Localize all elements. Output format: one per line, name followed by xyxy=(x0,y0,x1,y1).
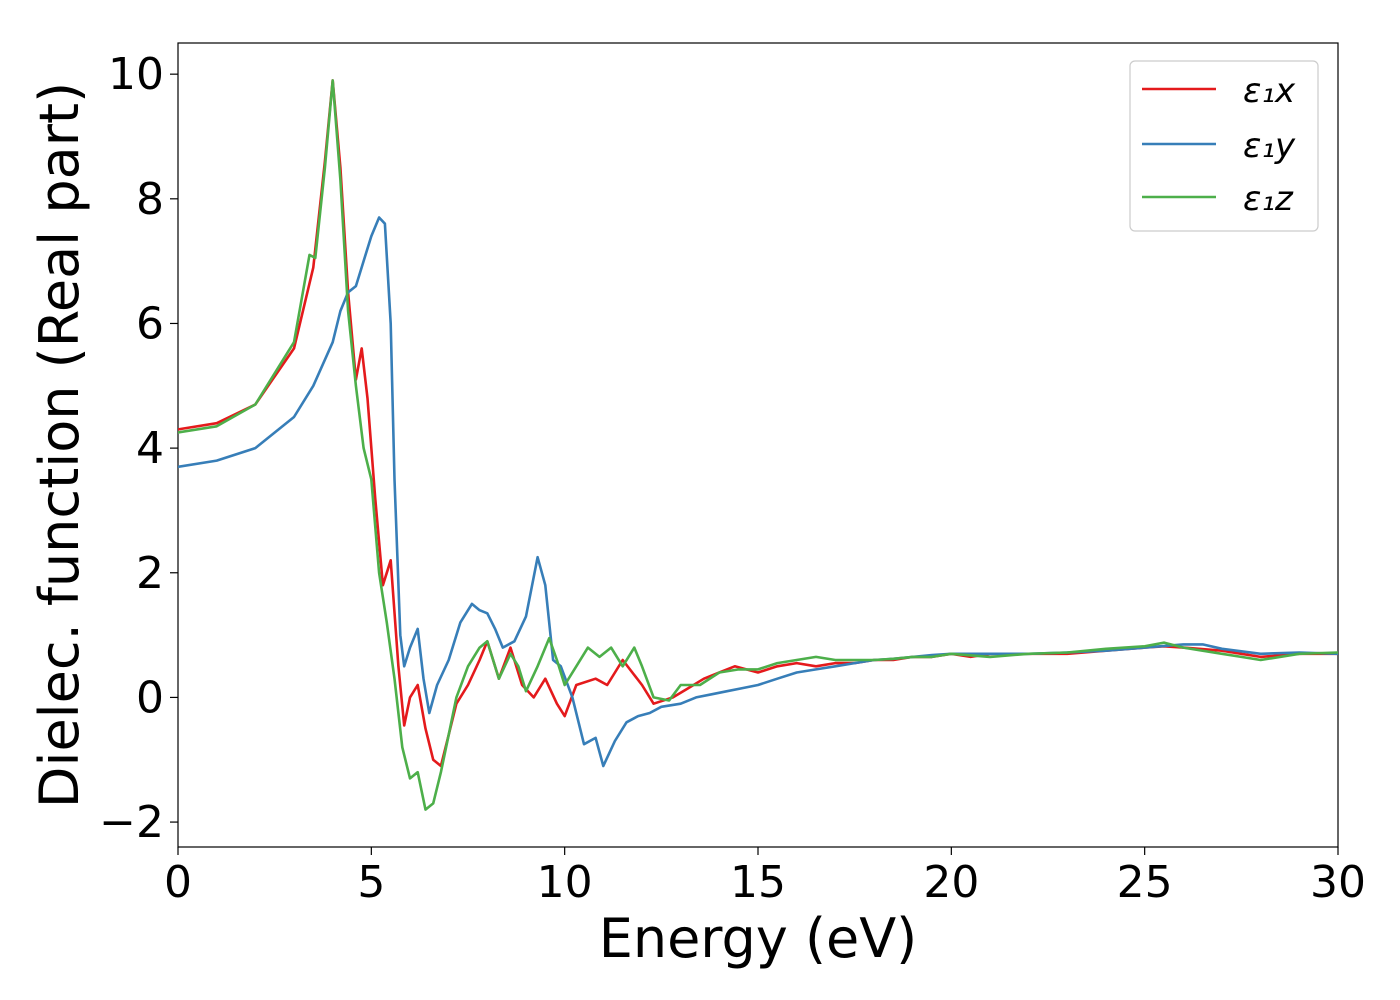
series-line-epsilon1-z xyxy=(178,79,1338,811)
x-axis-ticks: 0 5 10 15 20 25 30 xyxy=(164,847,1366,908)
legend-box xyxy=(1129,60,1319,232)
x-tick-label: 30 xyxy=(1310,857,1366,908)
legend: ε₁x ε₁y ε₁z xyxy=(1129,60,1319,232)
series-layer xyxy=(178,79,1338,811)
y-tick-label: −2 xyxy=(99,797,164,848)
x-tick-label: 10 xyxy=(537,857,593,908)
legend-label-z: ε₁z xyxy=(1243,179,1294,219)
y-axis-ticks: −2 0 2 4 6 8 10 xyxy=(99,49,178,848)
x-tick-label: 15 xyxy=(730,857,786,908)
y-tick-label: 10 xyxy=(108,49,164,100)
y-axis-label: Dielec. function (Real part) xyxy=(28,82,91,808)
x-tick-label: 20 xyxy=(923,857,979,908)
x-tick-label: 25 xyxy=(1117,857,1173,908)
x-axis-label: Energy (eV) xyxy=(599,907,918,970)
y-tick-label: 4 xyxy=(136,423,164,474)
x-tick-label: 5 xyxy=(357,857,385,908)
y-tick-label: 2 xyxy=(136,548,164,599)
legend-label-x: ε₁x xyxy=(1243,71,1296,111)
y-tick-label: 0 xyxy=(136,672,164,723)
legend-label-y: ε₁y xyxy=(1243,126,1296,166)
y-tick-label: 6 xyxy=(136,298,164,349)
x-tick-label: 0 xyxy=(164,857,192,908)
y-tick-label: 8 xyxy=(136,174,164,225)
